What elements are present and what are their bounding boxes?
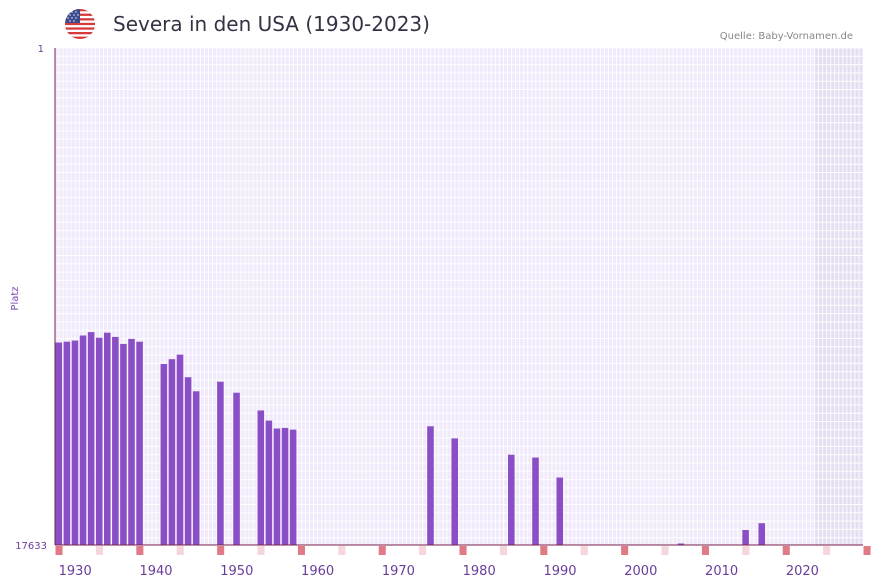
marker-1968 <box>378 546 386 555</box>
bar-1943 <box>176 354 184 545</box>
axes <box>54 48 863 546</box>
marker-1988 <box>540 546 548 555</box>
x-tick-label-1980: 1980 <box>463 564 496 579</box>
bar-1954 <box>265 420 273 545</box>
grid-lines <box>54 47 864 545</box>
x-tick-label-1960: 1960 <box>301 564 334 579</box>
bars-layer <box>55 332 766 545</box>
marker-1948 <box>217 546 225 555</box>
bar-1930 <box>71 340 79 545</box>
bar-1957 <box>289 429 297 545</box>
bar-2013 <box>742 529 749 545</box>
marker-2013 <box>742 546 750 555</box>
axis-labels: 1 17633 1930 1940 1950 1960 1970 1980 1990 2000 20… <box>10 44 819 579</box>
marker-2008 <box>701 546 709 555</box>
marker-1998 <box>621 546 629 555</box>
x-tick-label-1970: 1970 <box>382 564 415 579</box>
marker-2023 <box>823 546 831 555</box>
marker-1978 <box>459 546 467 555</box>
x-tick-label-1990: 1990 <box>543 564 576 579</box>
bar-1934 <box>103 332 111 545</box>
marker-1963 <box>338 546 346 555</box>
x-tick-label-1940: 1940 <box>139 564 172 579</box>
marker-1993 <box>580 546 588 555</box>
marker-2018 <box>782 546 790 555</box>
bar-2015 <box>758 523 766 545</box>
bar-1948 <box>217 381 224 545</box>
chart-title: Severa in den USA (1930-2023) <box>113 12 430 36</box>
bar-1990 <box>556 477 564 545</box>
bar-1987 <box>532 457 539 545</box>
bar-1977 <box>451 438 458 545</box>
marker-1933 <box>95 546 103 555</box>
bar-1942 <box>168 359 176 545</box>
x-tick-label-2000: 2000 <box>624 564 657 579</box>
bar-1944 <box>184 377 192 545</box>
bar-1984 <box>507 454 515 545</box>
marker-1953 <box>257 546 265 555</box>
x-tick-label-2010: 2010 <box>705 564 738 579</box>
x-tick-label-1930: 1930 <box>59 564 92 579</box>
bar-1932 <box>87 332 95 545</box>
bar-1941 <box>160 363 168 545</box>
source-link[interactable]: Quelle: Baby-Vornamen.de <box>719 31 853 42</box>
bar-1955 <box>273 428 281 545</box>
us-flag-icon <box>65 9 95 39</box>
bar-1935 <box>112 336 119 545</box>
y-axis-label: Platz <box>10 286 21 310</box>
bar-1937 <box>128 338 135 545</box>
marker-2003 <box>661 546 669 555</box>
marker-1943 <box>176 546 184 555</box>
bar-1945 <box>192 391 200 545</box>
bar-1953 <box>257 410 265 545</box>
marker-1928 <box>55 546 63 555</box>
bar-1974 <box>427 426 434 545</box>
bar-1933 <box>95 337 103 545</box>
y-tick-label-top: 1 <box>38 44 44 55</box>
bar-1931 <box>79 335 87 545</box>
y-tick-label-bottom: 17633 <box>15 541 47 552</box>
x-tick-label-1950: 1950 <box>220 564 253 579</box>
marker-1973 <box>419 546 427 555</box>
bar-1950 <box>233 392 240 545</box>
bar-1956 <box>281 427 289 545</box>
x-tick-label-2020: 2020 <box>786 564 819 579</box>
marker-1958 <box>297 546 305 555</box>
bar-2005 <box>677 543 685 545</box>
bar-1929 <box>63 341 71 545</box>
marker-1983 <box>499 546 507 555</box>
bar-1938 <box>136 341 143 545</box>
marker-1938 <box>136 546 144 555</box>
bar-1936 <box>120 343 127 545</box>
marker-2028 <box>863 546 871 555</box>
decade-markers <box>55 546 871 555</box>
bar-1928 <box>55 342 63 545</box>
